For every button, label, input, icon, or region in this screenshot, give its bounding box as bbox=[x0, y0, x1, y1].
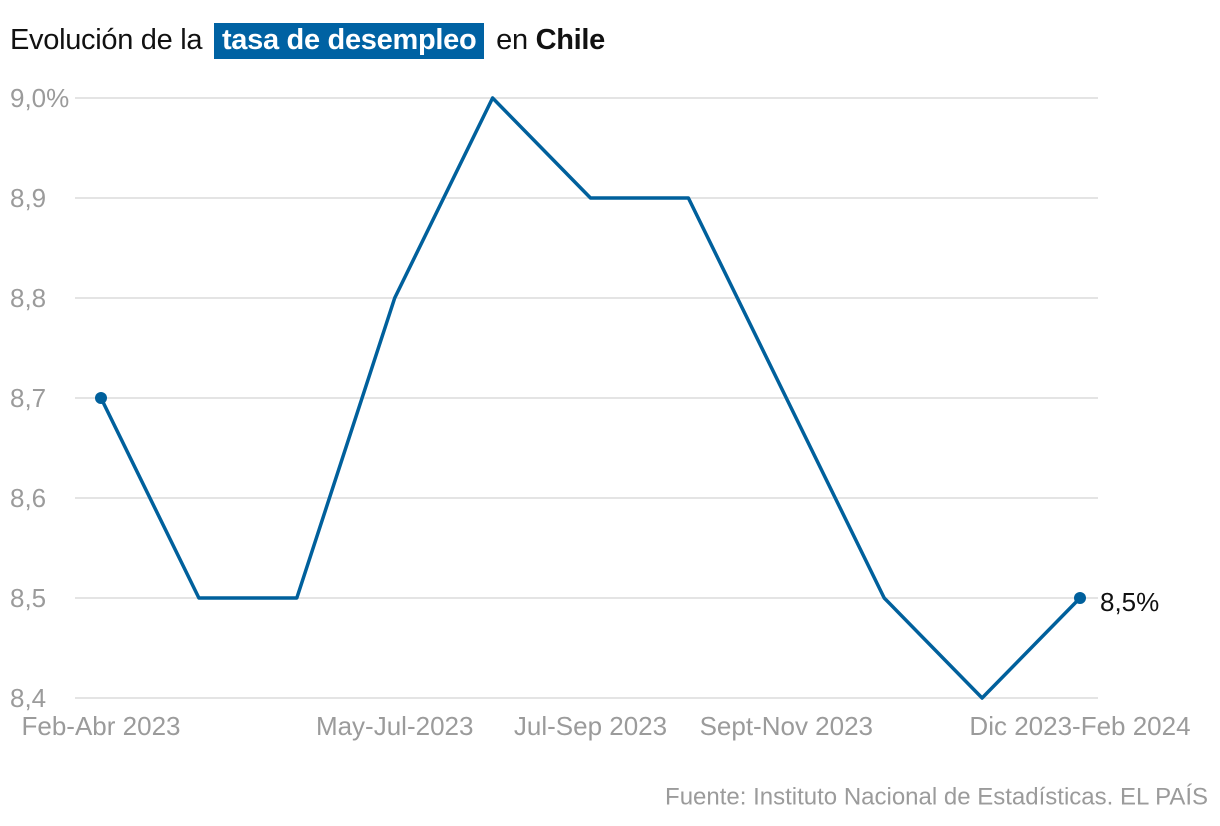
source: Fuente: Instituto Nacional de Estadístic… bbox=[665, 783, 1208, 810]
y-tick-label: 8,7 bbox=[10, 383, 46, 413]
x-tick-label: Sept-Nov 2023 bbox=[700, 711, 873, 741]
line bbox=[99, 96, 1082, 700]
y-tick-label: 8,6 bbox=[10, 483, 46, 513]
chart-title: Evolución de la tasa de desempleo en Chi… bbox=[10, 23, 606, 59]
title-text: Evolución de la bbox=[10, 24, 203, 56]
y-tick-label: 8,9 bbox=[10, 183, 46, 213]
y-tick-label: 8,8 bbox=[10, 283, 46, 313]
y-tick-label: 9,0% bbox=[10, 83, 69, 113]
title-bold: Chile bbox=[535, 24, 606, 56]
x-tick-label: May-Jul-2023 bbox=[316, 711, 474, 741]
x-tick-label: Dic 2023-Feb 2024 bbox=[969, 711, 1190, 741]
title-text: en bbox=[496, 24, 528, 56]
point bbox=[95, 392, 107, 404]
y-tick-label: 8,4 bbox=[10, 683, 46, 713]
title-highlight: tasa de desempleo bbox=[213, 23, 485, 59]
x-tick-label: Feb-Abr 2023 bbox=[22, 711, 181, 741]
point bbox=[1074, 592, 1086, 604]
value-label: 8,5% bbox=[1100, 587, 1159, 617]
x-tick-label: Jul-Sep 2023 bbox=[514, 711, 667, 741]
y-tick-label: 8,5 bbox=[10, 583, 46, 613]
